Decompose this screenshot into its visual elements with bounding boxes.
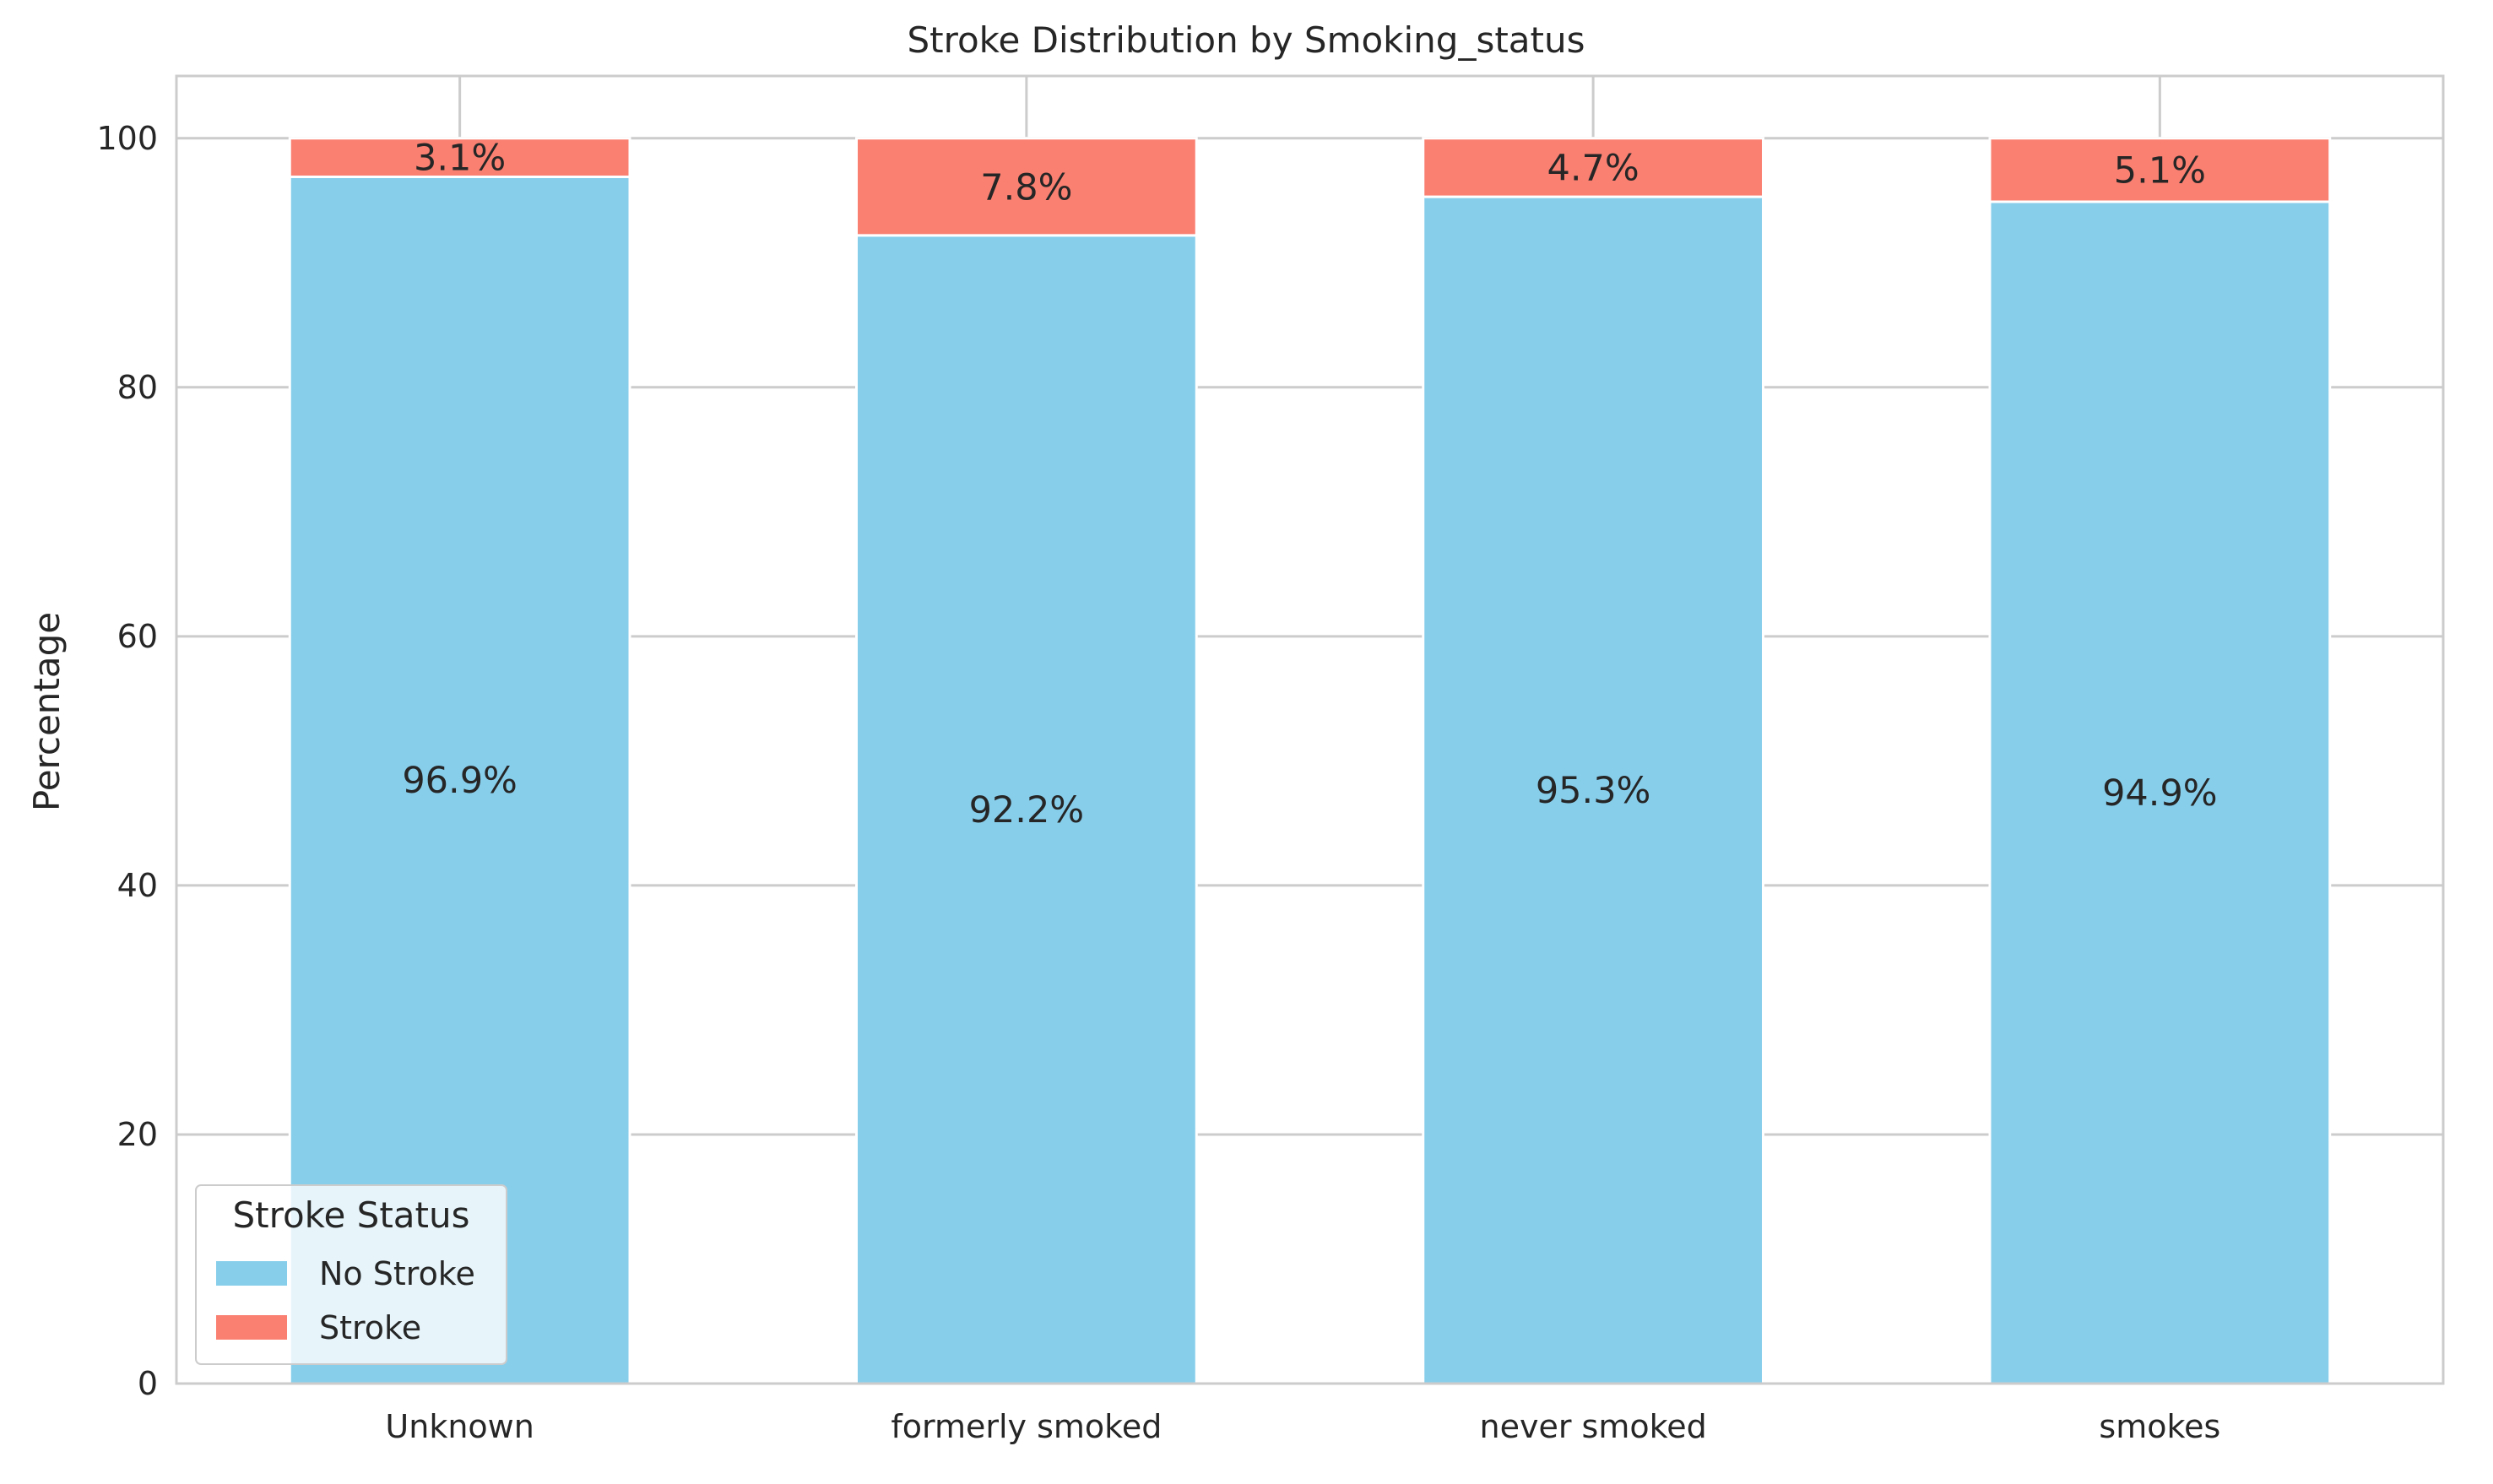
bar-stroke bbox=[288, 137, 631, 178]
x-tick-label: never smoked bbox=[1480, 1408, 1707, 1445]
axes-layer: 0 20 40 60 80 100 Unknown formerly smoked never … bbox=[96, 74, 2445, 1445]
legend-swatch-no-stroke bbox=[216, 1261, 287, 1286]
chart-title: Stroke Distribution by Smoking_status bbox=[907, 19, 1585, 61]
legend-label-no-stroke: No Stroke bbox=[319, 1255, 475, 1292]
bars-layer bbox=[288, 137, 2332, 1385]
y-tick-label: 60 bbox=[117, 618, 158, 655]
x-tick-label: smokes bbox=[2099, 1408, 2220, 1445]
bar-value-label: 3.1% bbox=[414, 138, 506, 180]
legend-swatch-stroke bbox=[216, 1315, 287, 1340]
y-tick-label: 100 bbox=[96, 120, 158, 157]
bar-value-label: 94.9% bbox=[2102, 772, 2218, 815]
bar-stroke bbox=[1422, 137, 1764, 198]
bar-stroke bbox=[855, 137, 1198, 237]
y-tick-label: 80 bbox=[117, 369, 158, 406]
bar-value-label: 5.1% bbox=[2114, 149, 2206, 192]
bar-value-label: 7.8% bbox=[980, 166, 1072, 209]
bar-no-stroke bbox=[1988, 200, 2332, 1385]
y-tick-label: 0 bbox=[138, 1365, 158, 1402]
y-tick-label: 20 bbox=[117, 1116, 158, 1153]
bar-no-stroke bbox=[1422, 195, 1764, 1385]
x-tick-label: formerly smoked bbox=[891, 1408, 1162, 1445]
bar-stroke bbox=[1988, 137, 2332, 203]
bar-value-label: 95.3% bbox=[1536, 770, 1651, 812]
legend-title: Stroke Status bbox=[232, 1194, 469, 1236]
bar-value-label: 96.9% bbox=[402, 760, 518, 802]
axes-frame bbox=[175, 74, 2445, 1385]
bar-labels-layer: 96.9% 3.1% 92.2% 7.8% 95.3% 4.7% 94.9% 5.1% bbox=[402, 138, 2217, 831]
legend: Stroke Status No Stroke Stroke bbox=[195, 1184, 507, 1365]
bar-value-label: 92.2% bbox=[969, 789, 1085, 831]
legend-label-stroke: Stroke bbox=[319, 1309, 421, 1346]
y-axis-label: Percentage bbox=[26, 612, 68, 811]
bar-value-label: 4.7% bbox=[1547, 147, 1639, 189]
x-tick-label: Unknown bbox=[385, 1408, 534, 1445]
y-tick-label: 40 bbox=[117, 867, 158, 904]
